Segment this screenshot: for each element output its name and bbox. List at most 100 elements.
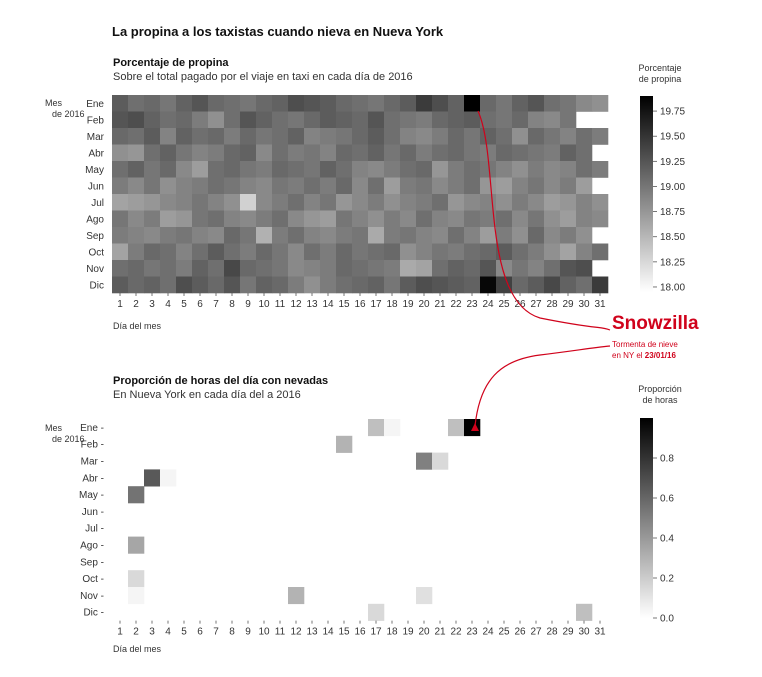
heatmap-cell (144, 276, 161, 294)
heatmap-cell (224, 95, 241, 112)
heatmap-cell (320, 194, 337, 211)
heatmap-cell (400, 227, 417, 244)
y-tick-label: Jul (91, 198, 104, 209)
heatmap-cell (128, 111, 145, 129)
heatmap-cell (144, 260, 161, 277)
heatmap-cell (304, 144, 321, 162)
heatmap-cell (416, 95, 433, 112)
heatmap-cell (512, 210, 529, 228)
heatmap-cell (464, 210, 481, 228)
heatmap-cell (480, 128, 497, 145)
heatmap-cell (416, 128, 433, 145)
heatmap-cell (528, 177, 545, 195)
heatmap-cell (480, 144, 497, 162)
heatmap-cell (112, 95, 129, 112)
x-tick-label: 15 (338, 299, 350, 310)
heatmap-cell (400, 111, 417, 129)
heatmap-cell (544, 128, 561, 145)
heatmap-cell (368, 243, 385, 261)
heatmap-cell (304, 227, 321, 244)
heatmap-cell (256, 227, 273, 244)
x-tick-label: 28 (546, 299, 558, 310)
heatmap-cell (528, 276, 545, 294)
heatmap-cell (576, 177, 593, 195)
heatmap-cell (512, 227, 529, 244)
heatmap-cell (288, 260, 305, 277)
heatmap-cell (240, 177, 257, 195)
heatmap-cell (336, 144, 353, 162)
x-tick-label: 30 (578, 627, 590, 638)
heatmap-cell (288, 128, 305, 145)
heatmap-cell (144, 128, 161, 145)
heatmap-cell (176, 227, 193, 244)
heatmap-cell (368, 95, 385, 112)
bottom-ylabel: Mes de 2016 (45, 423, 85, 444)
heatmap-cell (560, 260, 577, 277)
heatmap-cell (240, 194, 257, 211)
y-tick-label: Dic - (83, 608, 104, 619)
page-title: La propina a los taxistas cuando nieva e… (112, 24, 444, 39)
heatmap-cell (368, 603, 385, 621)
x-tick-label: 14 (322, 299, 334, 310)
heatmap-cell (528, 243, 545, 261)
heatmap-cell (240, 227, 257, 244)
heatmap-cell (512, 177, 529, 195)
heatmap-cell (320, 177, 337, 195)
heatmap-cell (592, 243, 609, 261)
heatmap-cell (128, 276, 145, 294)
heatmap-cell (368, 276, 385, 294)
heatmap-cell (432, 243, 449, 261)
legend-tick-label: 0.4 (660, 534, 674, 545)
heatmap-cell (336, 276, 353, 294)
heatmap-cell (384, 111, 401, 129)
heatmap-cell (448, 419, 465, 437)
heatmap-cell (192, 161, 209, 178)
x-tick-label: 21 (434, 299, 446, 310)
x-tick-label: 5 (181, 299, 187, 310)
y-tick-label: Oct (88, 247, 104, 258)
top-ylabel: Mes de 2016 (45, 98, 85, 119)
heatmap-cell (256, 243, 273, 261)
heatmap-cell (256, 111, 273, 129)
heatmap-cell (528, 227, 545, 244)
heatmap-cell (208, 227, 225, 244)
x-tick-label: 20 (418, 299, 430, 310)
heatmap-cell (176, 111, 193, 129)
x-tick-label: 16 (354, 299, 366, 310)
heatmap-cell (528, 260, 545, 277)
heatmap-cell (480, 161, 497, 178)
heatmap-cell (208, 111, 225, 129)
heatmap-cell (240, 161, 257, 178)
heatmap-cell (128, 194, 145, 211)
heatmap-cell (480, 260, 497, 277)
x-tick-label: 26 (514, 627, 526, 638)
heatmap-cell (368, 227, 385, 244)
heatmap-cell (224, 276, 241, 294)
y-tick-label: Ene (86, 99, 104, 110)
heatmap-cell (224, 260, 241, 277)
heatmap-cell (384, 144, 401, 162)
x-tick-label: 24 (482, 627, 494, 638)
heatmap-cell (224, 128, 241, 145)
x-tick-label: 10 (258, 299, 270, 310)
heatmap-cell (336, 111, 353, 129)
top-legend-ticks: 19.75 19.50 19.25 19.00 18.75 18.50 18.25 18.00 (653, 107, 685, 293)
legend-tick-label: 0.2 (660, 574, 674, 585)
heatmap-cell (320, 95, 337, 112)
heatmap-cell (576, 144, 593, 162)
x-tick-label: 18 (386, 299, 398, 310)
y-tick-label: Ene - (80, 423, 104, 434)
heatmap-cell (336, 227, 353, 244)
y-tick-label: Oct - (82, 574, 104, 585)
heatmap-cell (304, 194, 321, 211)
x-tick-label: 15 (338, 627, 350, 638)
heatmap-cell (240, 276, 257, 294)
heatmap-cell (448, 227, 465, 244)
top-legend-colorbar (640, 96, 653, 292)
x-tick-label: 13 (306, 299, 318, 310)
heatmap-cell (432, 276, 449, 294)
heatmap-cell (512, 144, 529, 162)
heatmap-cell (416, 452, 433, 470)
legend-tick-label: 19.25 (660, 157, 685, 168)
